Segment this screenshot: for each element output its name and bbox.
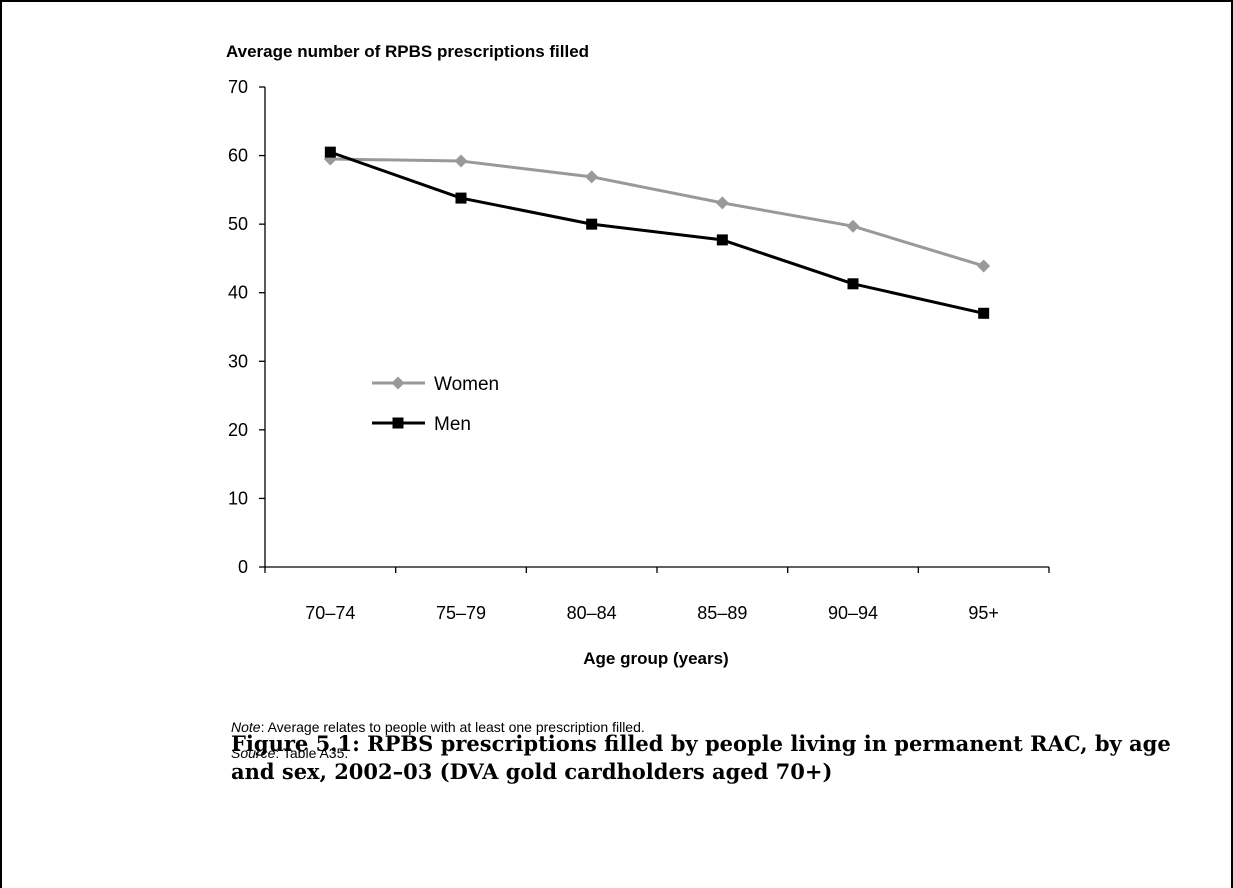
series-layer — [323, 146, 991, 319]
x-axis-ticks: 70–74 75–79 80–84 85–89 90–94 95+ — [264, 567, 1050, 623]
data-point-men — [586, 218, 598, 230]
series-line-women — [330, 157, 985, 268]
data-point-women — [454, 154, 468, 168]
x-tick-label: 70–74 — [305, 603, 355, 623]
y-axis-title: Average number of RPBS prescriptions fil… — [226, 42, 589, 61]
y-tick-label: 0 — [238, 557, 248, 577]
x-tick-label: 85–89 — [697, 603, 747, 623]
series-women — [323, 152, 991, 273]
source-line: Source: Table A35. — [231, 745, 348, 761]
series-men — [324, 146, 990, 319]
data-point-women — [977, 259, 991, 273]
legend: Women Men — [372, 374, 499, 435]
y-tick-label: 20 — [228, 420, 248, 440]
data-point-men — [324, 146, 336, 158]
data-point-women — [585, 170, 599, 184]
note-text: : Average relates to people with at leas… — [260, 719, 645, 735]
legend-label-men: Men — [434, 414, 471, 435]
data-point-women — [715, 196, 729, 210]
line-chart: Average number of RPBS prescriptions fil… — [226, 42, 1050, 668]
data-point-men — [455, 192, 467, 204]
source-label: Source — [231, 745, 276, 761]
legend-item-women: Women — [372, 374, 499, 395]
y-tick-label: 10 — [228, 488, 248, 508]
y-tick-label: 30 — [228, 351, 248, 371]
y-tick-label: 40 — [228, 283, 248, 303]
data-point-women — [846, 219, 860, 233]
legend-label-women: Women — [434, 374, 499, 395]
legend-marker-women — [391, 376, 405, 390]
data-point-men — [716, 234, 728, 246]
figure-caption: Figure 5.1: RPBS prescriptions filled by… — [231, 731, 1171, 784]
x-axis-title: Age group (years) — [583, 649, 728, 668]
y-axis-ticks: 0 10 20 30 40 50 60 70 — [228, 77, 265, 577]
series-line-men — [329, 150, 984, 315]
y-tick-label: 50 — [228, 214, 248, 234]
data-point-men — [847, 278, 859, 290]
y-tick-label: 70 — [228, 77, 248, 97]
note-label: Note — [231, 719, 261, 735]
data-point-men — [978, 307, 990, 319]
x-tick-label: 90–94 — [828, 603, 878, 623]
y-tick-label: 60 — [228, 146, 248, 166]
legend-marker-men — [392, 417, 404, 429]
x-tick-label: 75–79 — [436, 603, 486, 623]
note-line: Note: Average relates to people with at … — [231, 719, 645, 735]
x-tick-label: 80–84 — [567, 603, 617, 623]
x-tick-label: 95+ — [968, 603, 999, 623]
source-text: : Table A35. — [275, 745, 349, 761]
legend-item-men: Men — [372, 414, 471, 435]
